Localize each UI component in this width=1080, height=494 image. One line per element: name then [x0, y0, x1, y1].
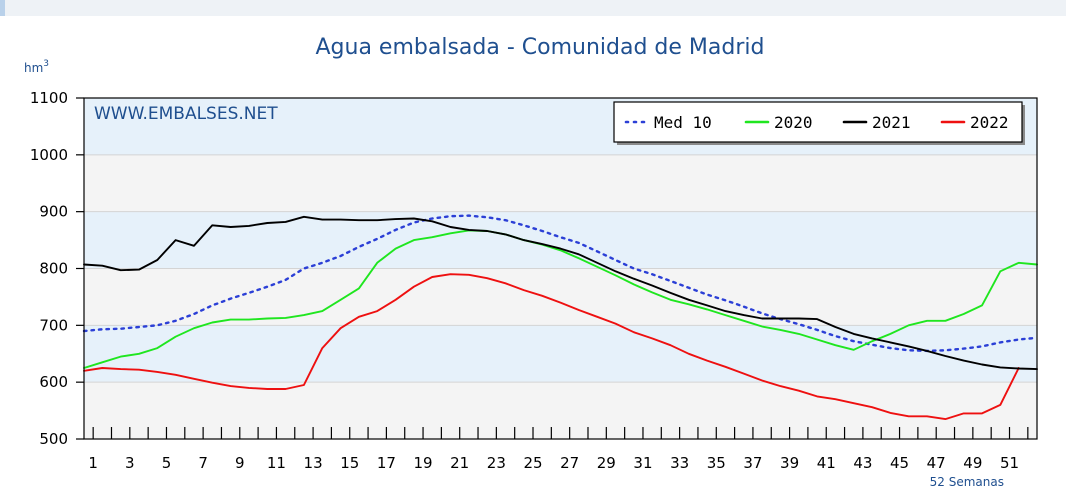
- x-tick-label: 47: [927, 454, 946, 472]
- x-tick-label: 41: [817, 454, 836, 472]
- x-tick-label: 29: [597, 454, 616, 472]
- x-tick-label: 27: [560, 454, 579, 472]
- x-tick-label: 23: [487, 454, 506, 472]
- top-strip: [0, 0, 1066, 16]
- x-axis-label: 52 Semanas: [930, 475, 1004, 489]
- background-band: [84, 382, 1037, 439]
- y-tick-label: 1000: [30, 146, 68, 164]
- x-tick-label: 17: [377, 454, 396, 472]
- x-tick-label: 45: [890, 454, 909, 472]
- x-tick-label: 7: [198, 454, 208, 472]
- x-tick-label: 35: [707, 454, 726, 472]
- series-layer: [82, 214, 1039, 421]
- y-tick-label: 900: [39, 203, 68, 221]
- x-tick-label: 33: [670, 454, 689, 472]
- x-tick-label: 13: [304, 454, 323, 472]
- x-ticks: 1 3 5 7 9 11 13 15 17 19 21 23 25 27 29 31 33 35 37 39 41 43 4…: [88, 427, 1029, 472]
- chart-title: Agua embalsada - Comunidad de Madrid: [316, 35, 765, 60]
- x-tick-label: 9: [235, 454, 245, 472]
- y-tick-label: 800: [39, 260, 68, 278]
- y-tick-label: 500: [39, 430, 68, 448]
- y-tick-label: 600: [39, 373, 68, 391]
- x-tick-label: 51: [1000, 454, 1019, 472]
- series-line-2021: [83, 215, 1038, 371]
- x-tick-label: 39: [780, 454, 799, 472]
- background-band: [84, 268, 1037, 326]
- x-tick-label: 3: [125, 454, 135, 472]
- y-tick-label: 1100: [30, 89, 68, 107]
- x-tick-label: 21: [450, 454, 469, 472]
- x-tick-label: 1: [88, 454, 98, 472]
- x-tick-label: 31: [633, 454, 652, 472]
- background-band: [84, 325, 1037, 383]
- legend-label: 2022: [970, 113, 1009, 132]
- y-axis-unit: hm3: [24, 59, 49, 75]
- x-tick-label: 19: [414, 454, 433, 472]
- x-tick-label: 49: [963, 454, 982, 472]
- x-tick-label: 5: [162, 454, 172, 472]
- y-axis-unit-superscript: 3: [43, 59, 49, 69]
- legend-label: 2021: [872, 113, 911, 132]
- watermark: WWW.EMBALSES.NET: [94, 104, 278, 124]
- background-band: [84, 154, 1037, 212]
- legend: Med 10 2020 2021 2022: [613, 101, 1025, 145]
- x-tick-label: 15: [340, 454, 359, 472]
- y-axis-unit-base: hm: [24, 61, 43, 75]
- legend-label: Med 10: [654, 113, 712, 132]
- legend-label: 2020: [774, 113, 813, 132]
- x-tick-label: 25: [523, 454, 542, 472]
- x-tick-label: 37: [743, 454, 762, 472]
- x-tick-label: 11: [267, 454, 286, 472]
- y-ticks: 500 600 700 800 900 1000 1100: [30, 89, 84, 448]
- series-line-2022: [83, 273, 1020, 421]
- background-band: [84, 211, 1037, 269]
- x-tick-label: 43: [853, 454, 872, 472]
- y-tick-label: 700: [39, 316, 68, 334]
- background-bands: [84, 98, 1037, 439]
- series-line-med-10: [82, 214, 1039, 353]
